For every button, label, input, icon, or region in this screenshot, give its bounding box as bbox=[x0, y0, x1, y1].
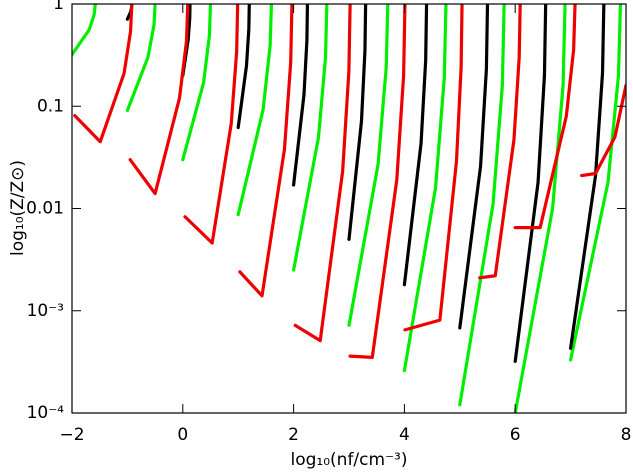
curve bbox=[238, 4, 294, 298]
curve bbox=[402, 4, 429, 287]
x-axis-label: log₁₀(nf/cm⁻³) bbox=[291, 450, 408, 470]
curve bbox=[73, 4, 134, 144]
curve bbox=[72, 4, 97, 57]
y-axis-label: log₁₀(Z/Z⊙) bbox=[8, 160, 28, 256]
plot-area bbox=[72, 4, 626, 413]
curve bbox=[568, 4, 623, 362]
curve bbox=[402, 4, 448, 373]
curve bbox=[236, 4, 251, 130]
x-tick-label: 0 bbox=[177, 425, 188, 445]
curve bbox=[292, 4, 329, 272]
x-tick-label: 4 bbox=[399, 425, 410, 445]
curve bbox=[458, 4, 506, 407]
curve bbox=[128, 4, 190, 196]
curve bbox=[513, 4, 548, 363]
x-tick-label: 2 bbox=[288, 425, 299, 445]
curve bbox=[458, 4, 490, 330]
curve bbox=[293, 4, 352, 343]
curve bbox=[348, 4, 407, 359]
curve bbox=[580, 83, 626, 178]
y-tick-label: 10⁻³ bbox=[27, 301, 64, 321]
curve bbox=[478, 4, 522, 280]
curve bbox=[347, 4, 368, 241]
y-tick-label: 10⁻⁴ bbox=[27, 403, 65, 423]
curve bbox=[403, 4, 464, 332]
curve bbox=[183, 4, 240, 245]
curve bbox=[236, 4, 274, 217]
y-tick-label: 0.01 bbox=[26, 199, 64, 219]
x-tick-label: 6 bbox=[510, 425, 521, 445]
curve bbox=[125, 4, 157, 113]
curve bbox=[181, 4, 213, 162]
y-tick-label: 0.1 bbox=[37, 96, 64, 116]
curve bbox=[513, 4, 567, 413]
curve bbox=[568, 4, 606, 350]
x-tick-label: −2 bbox=[59, 425, 84, 445]
curve bbox=[292, 4, 310, 187]
y-tick-label: 1 bbox=[53, 0, 64, 14]
curve bbox=[513, 4, 577, 230]
curve bbox=[347, 4, 390, 327]
x-tick-label: 8 bbox=[621, 425, 632, 445]
